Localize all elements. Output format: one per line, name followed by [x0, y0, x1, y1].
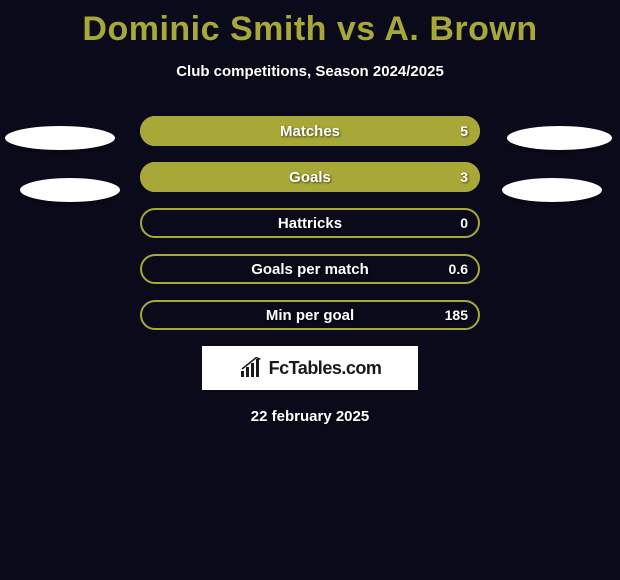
stats-container: Matches5Goals3Hattricks0Goals per match0… [0, 116, 620, 330]
chart-icon [239, 357, 265, 379]
page-title: Dominic Smith vs A. Brown [0, 0, 620, 49]
stat-value: 185 [445, 300, 468, 330]
stat-row: Goals per match0.6 [0, 254, 620, 284]
stat-value: 5 [460, 116, 468, 146]
stat-label: Matches [140, 116, 480, 146]
stat-row: Hattricks0 [0, 208, 620, 238]
stat-row: Min per goal185 [0, 300, 620, 330]
logo-content: FcTables.com [239, 357, 382, 379]
stat-value: 0 [460, 208, 468, 238]
stat-label: Hattricks [140, 208, 480, 238]
date-text: 22 february 2025 [0, 408, 620, 425]
stat-label: Goals [140, 162, 480, 192]
stat-label: Goals per match [140, 254, 480, 284]
logo-box: FcTables.com [202, 346, 418, 390]
stat-label: Min per goal [140, 300, 480, 330]
stat-value: 0.6 [449, 254, 468, 284]
stat-row: Matches5 [0, 116, 620, 146]
stat-value: 3 [460, 162, 468, 192]
page-subtitle: Club competitions, Season 2024/2025 [0, 63, 620, 80]
logo-text: FcTables.com [269, 358, 382, 379]
stat-row: Goals3 [0, 162, 620, 192]
